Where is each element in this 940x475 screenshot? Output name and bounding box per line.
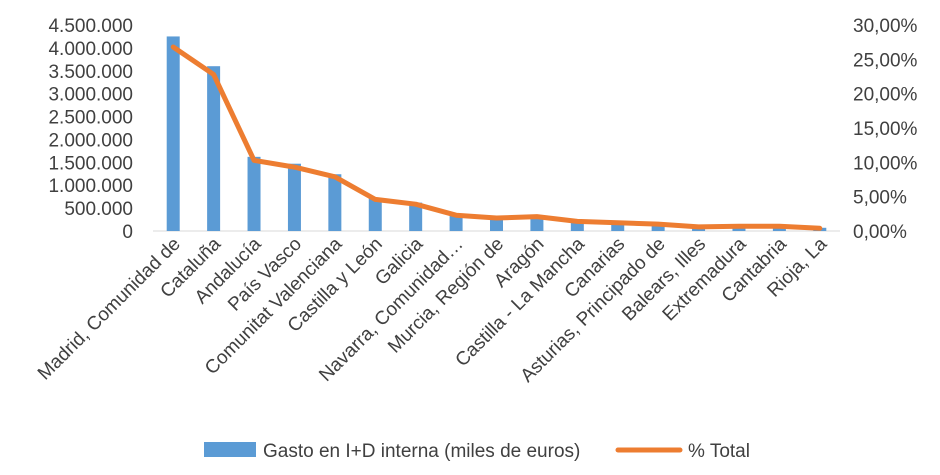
- right-axis-tick-label: 20,00%: [853, 85, 918, 106]
- left-axis-tick-label: 1.500.000: [48, 153, 133, 174]
- right-axis-tick-label: 25,00%: [853, 50, 918, 71]
- bar: [409, 202, 423, 231]
- legend-label-bar: Gasto en I+D interna (miles de euros): [263, 441, 580, 462]
- right-axis-tick-label: 30,00%: [853, 16, 918, 37]
- left-axis-tick-label: 1.000.000: [48, 176, 133, 197]
- percent-total-line: [170, 44, 823, 231]
- bar: [287, 163, 301, 231]
- bar: [328, 174, 342, 231]
- right-axis-tick-label: 5,00%: [853, 188, 907, 209]
- bar: [449, 214, 463, 231]
- right-axis-tick-label: 0,00%: [853, 222, 907, 243]
- bar: [530, 215, 544, 231]
- bar: [490, 217, 503, 231]
- category-labels: Madrid, Comunidad deCataluñaAndalucíaPaí…: [34, 233, 832, 386]
- left-axis-tick-label: 2.500.000: [48, 108, 133, 129]
- category-label: Madrid, Comunidad de: [34, 234, 185, 385]
- legend-swatch-bar: [204, 442, 256, 457]
- left-axis-tick-label: 3.500.000: [48, 62, 133, 83]
- left-axis-tick-label: 3.000.000: [48, 85, 133, 106]
- left-axis-tick-label: 0: [122, 222, 133, 243]
- legend: Gasto en I+D interna (miles de euros) % …: [204, 441, 750, 462]
- bar: [368, 198, 382, 231]
- line-series: [170, 44, 823, 231]
- bar: [247, 156, 261, 231]
- left-axis: 0500.0001.000.0001.500.0002.000.0002.500…: [48, 16, 133, 243]
- bar: [166, 36, 180, 231]
- left-axis-tick-label: 4.500.000: [48, 16, 133, 37]
- bar: [207, 66, 221, 231]
- right-axis-tick-label: 15,00%: [853, 119, 918, 140]
- left-axis-tick-label: 4.000.000: [48, 39, 133, 60]
- bar: [570, 222, 584, 231]
- left-axis-tick-label: 500.000: [64, 199, 133, 220]
- left-axis-tick-label: 2.000.000: [48, 130, 133, 151]
- bar: [611, 223, 625, 231]
- bar-series: [166, 36, 827, 231]
- right-axis: 0,00% 5,00% 10,00% 15,00% 20,00% 25,00% 30,00%: [853, 16, 918, 243]
- legend-label-line: % Total: [688, 441, 750, 462]
- right-axis-tick-label: 10,00%: [853, 153, 918, 174]
- bar: [651, 224, 665, 231]
